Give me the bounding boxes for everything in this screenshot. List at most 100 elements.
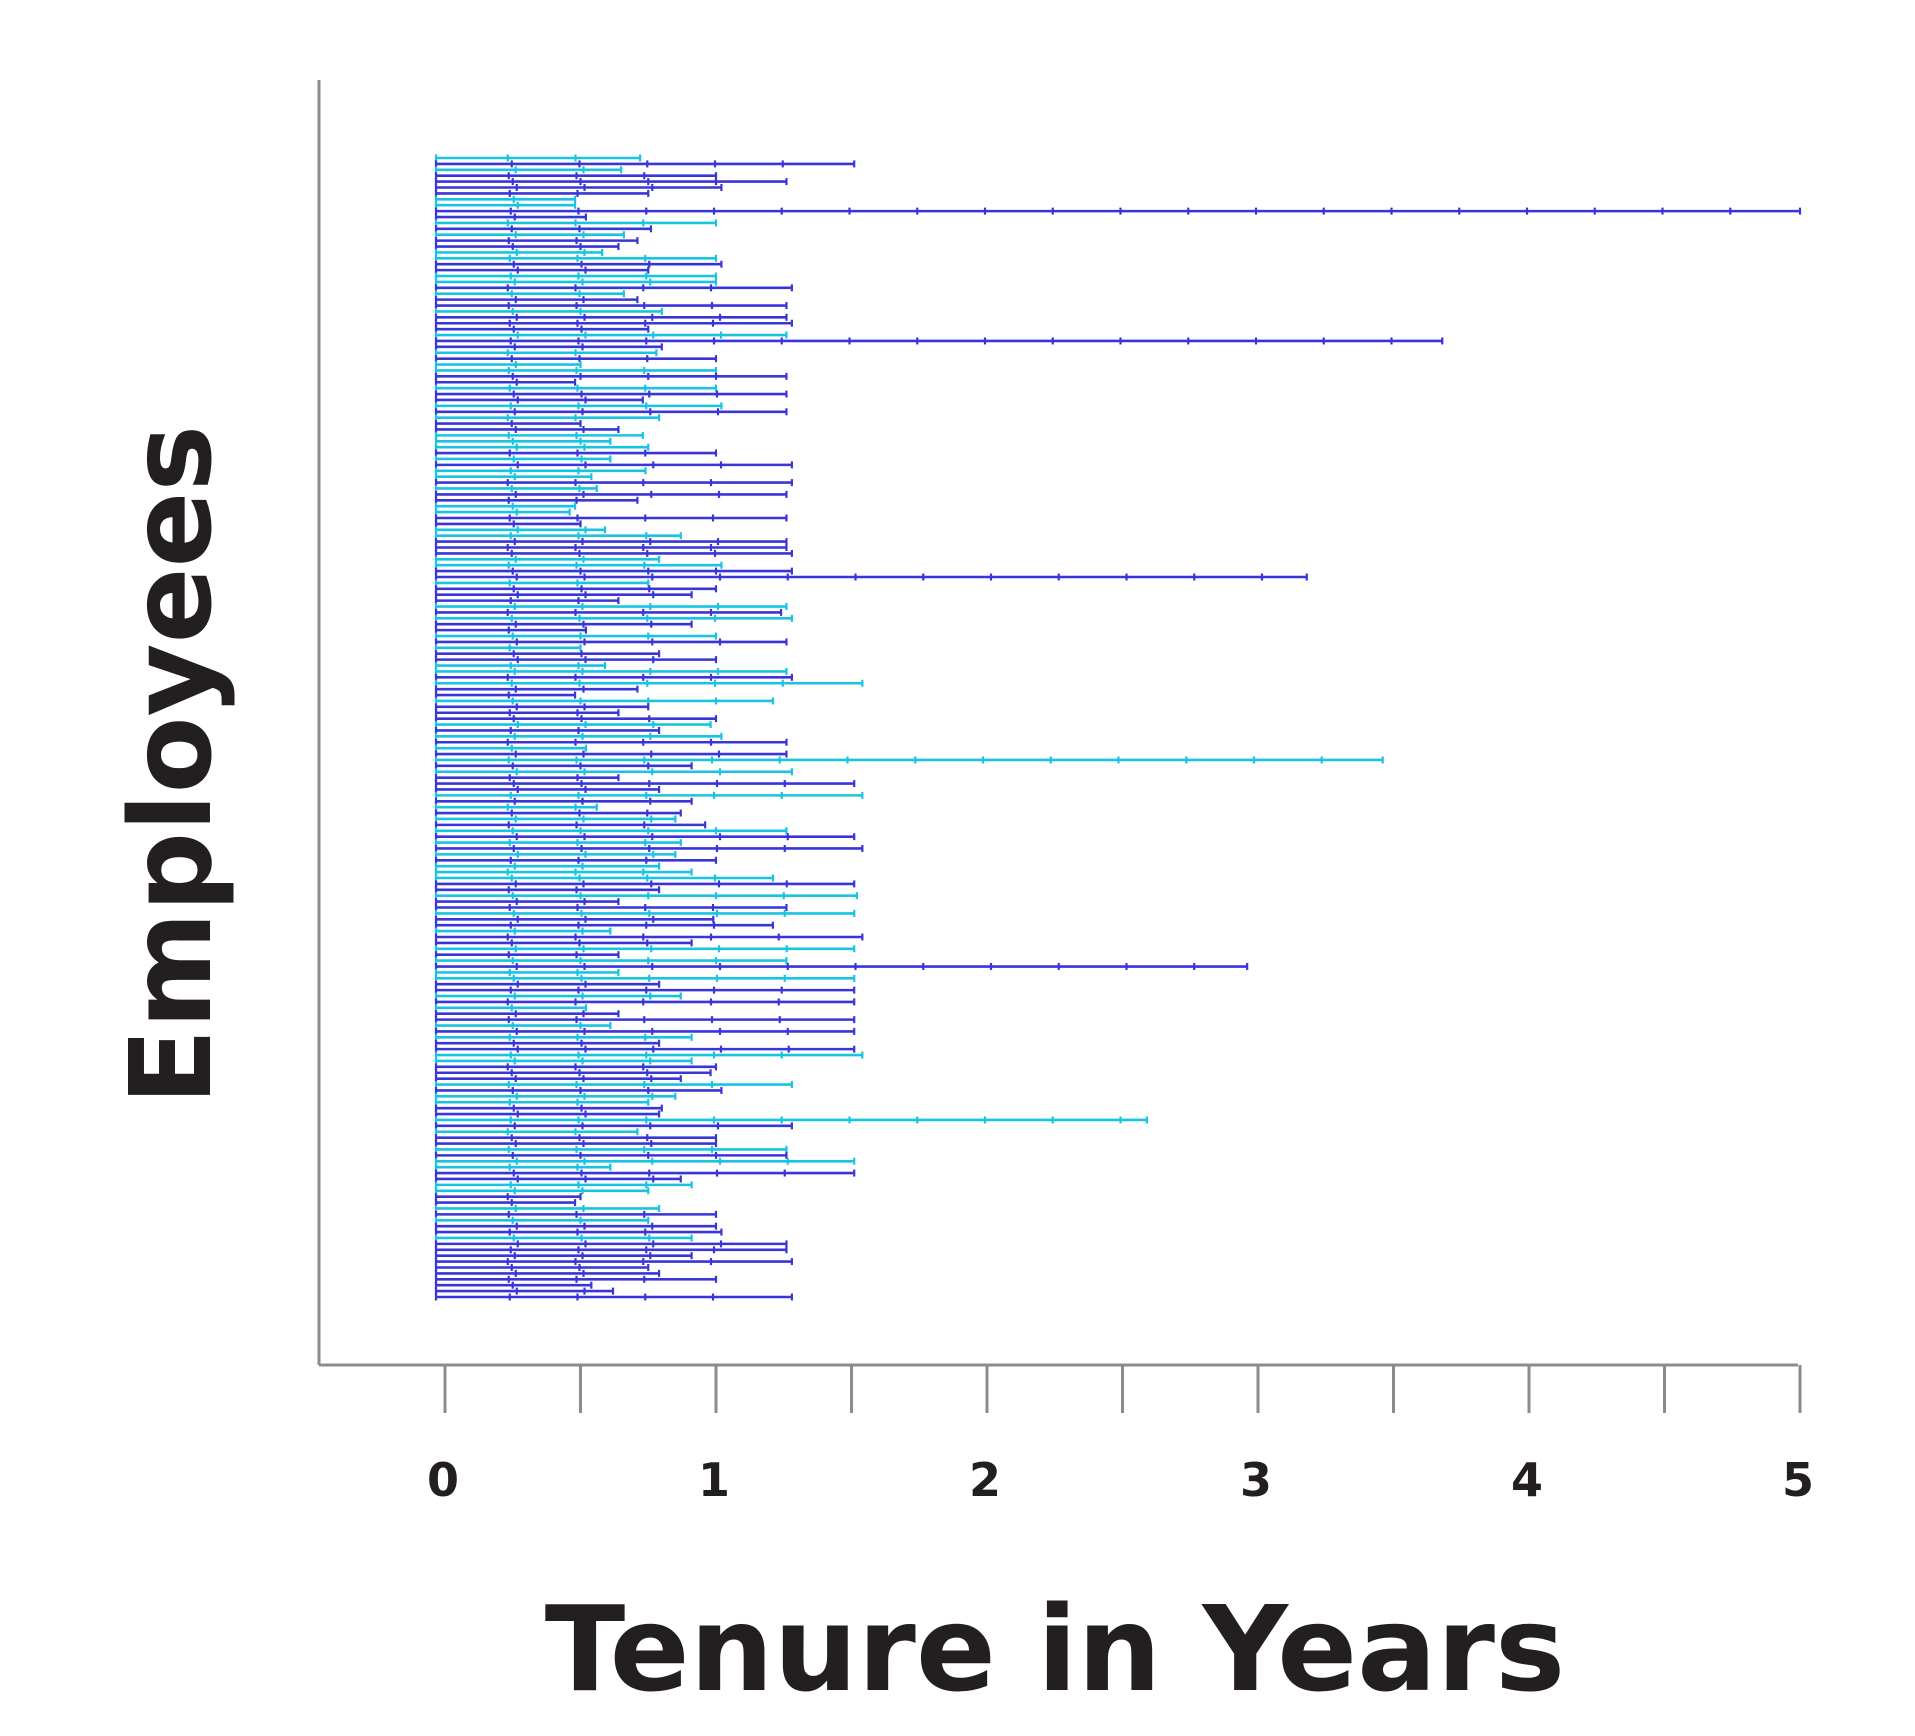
employee-bar-66	[434, 544, 788, 552]
employee-bar-17	[434, 254, 718, 262]
employee-bar-48	[434, 437, 612, 445]
employee-bar-56	[434, 484, 598, 492]
employee-bar-0	[434, 154, 642, 162]
employee-bar-89	[434, 679, 864, 687]
employee-bar-176	[434, 1193, 582, 1201]
employee-bar-6	[434, 189, 650, 197]
employee-bar-109	[434, 797, 693, 805]
employee-bar-80	[434, 626, 588, 634]
employee-bar-123	[434, 880, 856, 888]
employee-bar-96	[434, 721, 712, 729]
employee-bar-186	[434, 1252, 693, 1260]
employee-bar-23	[434, 290, 625, 298]
employee-bar-132	[434, 933, 864, 941]
employee-bar-143	[434, 998, 856, 1006]
employee-bar-90	[434, 685, 639, 693]
bars-layer	[434, 154, 1802, 1301]
employee-bar-92	[434, 697, 775, 705]
employee-bar-193	[434, 1293, 793, 1301]
employee-bar-1	[434, 160, 856, 168]
employee-bar-189	[434, 1269, 661, 1277]
x-tick-label-2: 2	[969, 1453, 1001, 1507]
employee-bar-78	[434, 614, 793, 622]
employee-bar-135	[434, 951, 620, 959]
employee-bar-37	[434, 372, 788, 380]
employee-bar-150	[434, 1039, 661, 1047]
employee-bar-140	[434, 980, 661, 988]
employee-bar-129	[434, 915, 715, 923]
employee-bar-13	[434, 231, 625, 239]
employee-bar-87	[434, 667, 788, 675]
employee-bar-110	[434, 803, 598, 811]
employee-bar-114	[434, 827, 788, 835]
employee-bar-172	[434, 1169, 856, 1177]
employee-bar-154	[434, 1063, 718, 1071]
employee-bar-141	[434, 986, 856, 994]
employee-bar-112	[434, 815, 677, 823]
employee-bar-72	[434, 579, 650, 587]
employee-bar-18	[434, 260, 723, 268]
employee-bar-156	[434, 1075, 682, 1083]
employee-bar-100	[434, 744, 588, 752]
employee-bar-115	[434, 833, 856, 841]
employee-bar-174	[434, 1181, 693, 1189]
employee-bar-192	[434, 1287, 615, 1295]
employee-bar-46	[434, 425, 620, 433]
x-tick-label-3: 3	[1240, 1453, 1272, 1507]
employee-bar-155	[434, 1069, 712, 1077]
employee-bar-25	[434, 302, 788, 310]
employee-bar-185	[434, 1246, 788, 1254]
employee-bar-99	[434, 738, 788, 746]
employee-bar-95	[434, 715, 718, 723]
employee-bar-71	[434, 573, 1308, 581]
employee-bar-27	[434, 313, 788, 321]
employee-bar-9	[434, 207, 1802, 215]
employee-bar-167	[434, 1140, 718, 1148]
employee-bar-31	[434, 337, 1444, 345]
employee-bar-168	[434, 1145, 788, 1153]
employee-bar-30	[434, 331, 788, 339]
employee-bar-147	[434, 1022, 612, 1030]
employee-bar-113	[434, 821, 707, 829]
employee-bar-24	[434, 296, 639, 304]
employee-bar-47	[434, 431, 644, 439]
employee-bar-161	[434, 1104, 663, 1112]
employee-bar-36	[434, 366, 718, 374]
employee-bar-146	[434, 1016, 856, 1024]
employee-bar-151	[434, 1045, 856, 1053]
employee-bar-21	[434, 278, 718, 286]
employee-bar-19	[434, 266, 650, 274]
employee-bar-144	[434, 1004, 588, 1012]
employee-bar-104	[434, 768, 793, 776]
employee-bar-178	[434, 1204, 661, 1212]
employee-bar-171	[434, 1163, 612, 1171]
employee-bar-14	[434, 237, 639, 245]
employee-bar-98	[434, 732, 723, 740]
employee-bar-131	[434, 927, 612, 935]
employee-bar-148	[434, 1027, 856, 1035]
employee-bar-15	[434, 243, 620, 251]
employee-bar-62	[434, 520, 582, 528]
employee-bar-175	[434, 1187, 650, 1195]
employee-bar-86	[434, 662, 606, 670]
employee-bar-63	[434, 526, 606, 534]
employee-bar-53	[434, 467, 647, 475]
employee-bar-128	[434, 909, 856, 917]
employee-bar-4	[434, 178, 788, 186]
employee-bar-180	[434, 1216, 650, 1224]
employee-bar-51	[434, 455, 612, 463]
employee-bar-83	[434, 644, 582, 652]
employee-bar-116	[434, 839, 682, 847]
employee-bar-103	[434, 762, 693, 770]
employee-bar-184	[434, 1240, 788, 1248]
employee-bar-85	[434, 656, 718, 664]
employee-bar-82	[434, 638, 788, 646]
employee-bar-165	[434, 1128, 639, 1136]
employee-bar-60	[434, 508, 571, 516]
x-tick-label-1: 1	[698, 1453, 730, 1507]
employee-bar-127	[434, 903, 788, 911]
employee-bar-26	[434, 307, 663, 315]
employee-bar-64	[434, 532, 682, 540]
employee-bar-52	[434, 461, 793, 469]
employee-bar-125	[434, 892, 859, 900]
